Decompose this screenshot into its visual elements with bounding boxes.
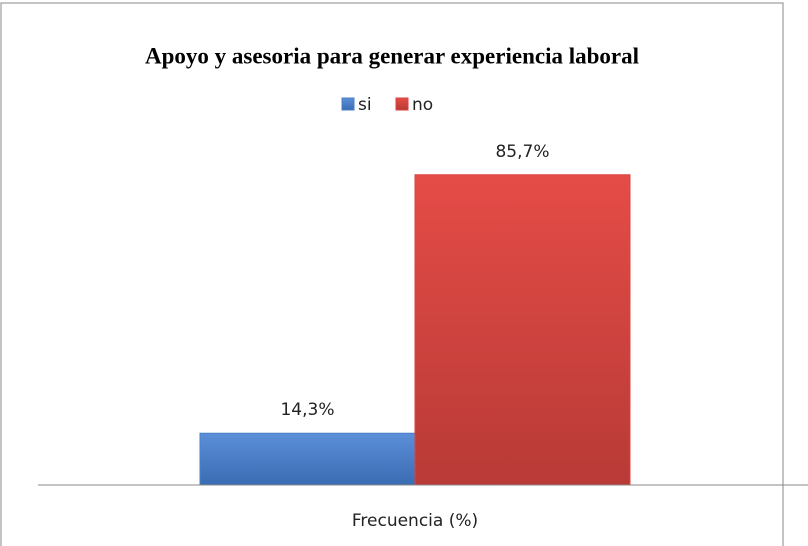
- legend-swatch: [395, 97, 409, 111]
- bar: [414, 174, 631, 486]
- legend-swatch: [341, 97, 355, 111]
- x-tick-label: Frecuencia (%): [352, 511, 478, 531]
- value-label: 85,7%: [495, 142, 549, 162]
- value-label: 14,3%: [280, 400, 334, 420]
- legend-label: si: [358, 95, 372, 115]
- legend-label: no: [412, 95, 433, 115]
- bar: [199, 432, 416, 486]
- chart-title: Apoyo y asesoria para generar experienci…: [145, 43, 639, 68]
